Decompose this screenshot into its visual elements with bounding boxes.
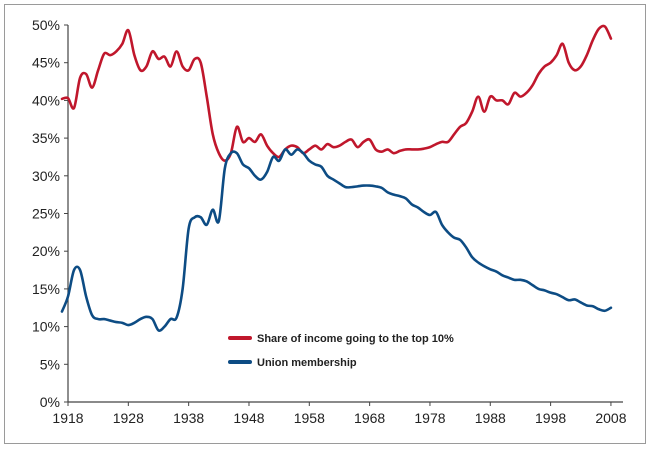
- x-tick-labels: 1918 1928 1938 1948 1958 1968 1978 1988 1998 2008: [52, 402, 627, 426]
- y-tick-label: 20%: [32, 243, 60, 259]
- legend-item-income: Share of income going to the top 10%: [228, 333, 454, 345]
- x-tick-label: 1938: [173, 410, 204, 426]
- x-tick-label: 1968: [354, 410, 385, 426]
- x-tick-label: 1958: [294, 410, 325, 426]
- x-tick-label: 1928: [113, 410, 144, 426]
- series-line-union-membership: [60, 148, 613, 332]
- axes: [67, 25, 623, 403]
- x-tick-label: 1948: [233, 410, 264, 426]
- y-tick-label: 25%: [32, 206, 60, 222]
- legend: Share of income going to the top 10% Uni…: [228, 333, 454, 369]
- x-tick-label: 1978: [414, 410, 445, 426]
- y-tick-label: 15%: [32, 281, 60, 297]
- chart-frame: [4, 4, 646, 444]
- x-tick-label: 1998: [535, 410, 566, 426]
- y-tick-label: 5%: [40, 356, 60, 372]
- legend-label-union: Union membership: [257, 357, 357, 369]
- y-tick-label: 50%: [32, 17, 60, 33]
- y-tick-label: 35%: [32, 130, 60, 146]
- y-tick-labels: 0% 5% 10% 15% 20% 25% 30% 35% 40% 45% 50%: [32, 17, 68, 410]
- y-tick-label: 0%: [40, 394, 60, 410]
- y-tick-label: 40%: [32, 92, 60, 108]
- series-line-income-top10: [60, 24, 613, 163]
- series-lines: [60, 24, 613, 332]
- x-tick-label: 1918: [52, 410, 83, 426]
- legend-label-income: Share of income going to the top 10%: [257, 333, 454, 345]
- legend-item-union: Union membership: [228, 357, 357, 369]
- y-tick-label: 10%: [32, 319, 60, 335]
- y-tick-label: 30%: [32, 168, 60, 184]
- y-tick-label: 45%: [32, 55, 60, 71]
- x-tick-label: 1988: [475, 410, 506, 426]
- x-tick-label: 2008: [595, 410, 626, 426]
